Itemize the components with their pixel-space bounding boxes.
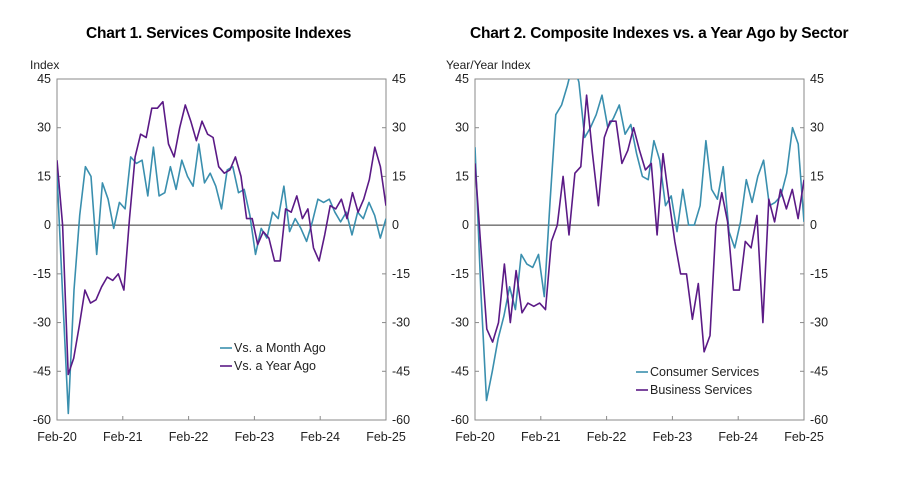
chart1-ytick-label-left: 30 xyxy=(37,121,51,135)
chart1-legend-label-2: Vs. a Year Ago xyxy=(234,359,316,373)
chart1-xtick-label: Feb-21 xyxy=(103,430,143,444)
chart2-series-line-2 xyxy=(475,94,804,353)
chart2-plot-frame xyxy=(474,78,805,421)
chart2-ytick-label-right: 15 xyxy=(810,169,824,183)
chart1-ytick-label-left: 0 xyxy=(44,218,51,232)
chart2-ytick-label-right: 45 xyxy=(810,72,824,86)
chart2-ytick-label-left: 0 xyxy=(462,218,469,232)
chart1-series-line-2 xyxy=(57,100,386,376)
chart1-ytick-label-left: 45 xyxy=(37,72,51,86)
chart2-ytick-label-left: 30 xyxy=(455,121,469,135)
chart2-xtick-label: Feb-22 xyxy=(587,430,627,444)
chart1-ytick-label-right: 15 xyxy=(392,169,406,183)
chart2-ytick-label-left: 45 xyxy=(455,72,469,86)
chart2-ytick-label-right: -30 xyxy=(810,316,828,330)
chart1-ytick-label-left: -15 xyxy=(33,267,51,281)
chart1-ytick-label-right: -15 xyxy=(392,267,410,281)
chart1-xtick-label: Feb-24 xyxy=(300,430,340,444)
chart1-xtick-label: Feb-25 xyxy=(366,430,406,444)
chart1-ytick-label-left: 15 xyxy=(37,169,51,183)
chart1-series-line-1 xyxy=(57,143,386,415)
chart1-ytick-label-right: -45 xyxy=(392,364,410,378)
chart2-legend-label-1: Consumer Services xyxy=(650,365,759,379)
chart1-xtick-label: Feb-23 xyxy=(235,430,275,444)
chart1-ytick-label-right: -30 xyxy=(392,316,410,330)
chart2-title: Chart 2. Composite Indexes vs. a Year Ag… xyxy=(470,25,849,42)
chart2-y-unit-label: Year/Year Index xyxy=(446,58,531,72)
chart2-series-line-1 xyxy=(475,79,804,402)
chart2-xtick-label: Feb-20 xyxy=(455,430,495,444)
chart2-ytick-label-right: -15 xyxy=(810,267,828,281)
chart1-ytick-label-right: -60 xyxy=(392,413,410,427)
chart2-ytick-label-left: -45 xyxy=(451,364,469,378)
chart2-ytick-label-right: 30 xyxy=(810,121,824,135)
chart1-legend-label-1: Vs. a Month Ago xyxy=(234,341,326,355)
chart2-ytick-label-right: 0 xyxy=(810,218,817,232)
chart1-title: Chart 1. Services Composite Indexes xyxy=(86,25,352,42)
chart2-xtick-label: Feb-23 xyxy=(653,430,693,444)
chart1-ytick-label-right: 30 xyxy=(392,121,406,135)
chart2-ytick-label-left: 15 xyxy=(455,169,469,183)
chart2-ytick-label-right: -60 xyxy=(810,413,828,427)
chart2-ytick-label-left: -60 xyxy=(451,413,469,427)
chart1-ytick-label-right: 45 xyxy=(392,72,406,86)
chart2-legend-label-2: Business Services xyxy=(650,383,752,397)
chart1-ytick-label-left: -45 xyxy=(33,364,51,378)
chart2-xtick-label: Feb-24 xyxy=(718,430,758,444)
chart1-ytick-label-left: -30 xyxy=(33,316,51,330)
chart1-ytick-label-left: -60 xyxy=(33,413,51,427)
chart2-ytick-label-left: -15 xyxy=(451,267,469,281)
chart2-xtick-label: Feb-21 xyxy=(521,430,561,444)
chart1-xtick-label: Feb-22 xyxy=(169,430,209,444)
chart1-y-unit-label: Index xyxy=(30,58,59,72)
chart2-ytick-label-left: -30 xyxy=(451,316,469,330)
chart1-ytick-label-right: 0 xyxy=(392,218,399,232)
chart1-xtick-label: Feb-20 xyxy=(37,430,77,444)
chart2-xtick-label: Feb-25 xyxy=(784,430,824,444)
chart1-plot-frame xyxy=(56,78,387,421)
chart2-ytick-label-right: -45 xyxy=(810,364,828,378)
